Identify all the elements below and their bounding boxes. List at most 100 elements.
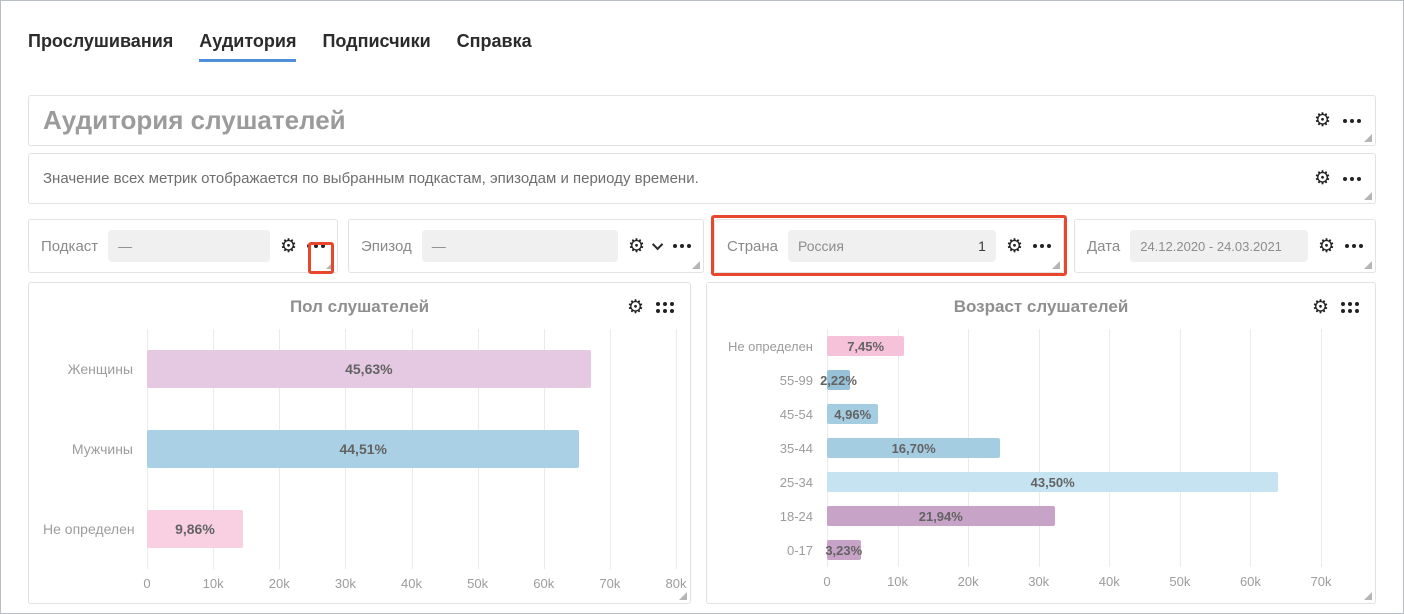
- bar-track: 16,70%: [827, 438, 1321, 458]
- resize-handle-icon[interactable]: [679, 592, 687, 600]
- bar-track: 21,94%: [827, 506, 1321, 526]
- gridline: [609, 329, 611, 569]
- more-menu-icon[interactable]: [673, 240, 691, 252]
- filter-date: Дата 24.12.2020 - 24.03.2021 ⚙: [1074, 219, 1376, 273]
- chart-panel-actions: ⚙: [627, 298, 674, 317]
- bar-value-label: 4,96%: [834, 406, 872, 422]
- chart-bar[interactable]: 16,70%: [827, 438, 1001, 458]
- gridline: [1109, 329, 1111, 567]
- axis-tick-label: 10k: [202, 576, 224, 591]
- resize-handle-icon[interactable]: [1052, 261, 1060, 269]
- drag-handle-icon[interactable]: [1341, 302, 1359, 313]
- axis-tick-label: 30k: [334, 576, 356, 591]
- x-axis: 0 10k 20k 30k 40k 50k 60k 70k 80k: [143, 569, 686, 591]
- gear-icon[interactable]: ⚙: [1313, 110, 1331, 131]
- gear-icon[interactable]: ⚙: [279, 235, 297, 257]
- filter-podcast: Подкаст — ⚙: [28, 219, 338, 274]
- chart-row: 45-54 4,96%: [721, 397, 1361, 431]
- more-menu-icon[interactable]: [1343, 173, 1361, 185]
- age-bar-chart: Не определен 7,45% 55-99 2,22% 45-54 4,96% 35-…: [721, 329, 1361, 589]
- charts-row: Пол слушателей ⚙ Женщины 45,63% Мужчины 44,…: [28, 282, 1376, 604]
- bar-value-label: 45,63%: [345, 361, 393, 377]
- resize-handle-icon[interactable]: [326, 261, 334, 269]
- gear-icon[interactable]: ⚙: [1317, 235, 1335, 257]
- category-label: Женщины: [67, 361, 133, 377]
- axis-tick-label: 80k: [665, 576, 687, 591]
- more-menu-icon[interactable]: [307, 240, 325, 252]
- chart-bar[interactable]: 2,22%: [820, 370, 857, 390]
- axis-tick-label: 50k: [1169, 574, 1191, 589]
- gear-icon[interactable]: ⚙: [1311, 297, 1329, 318]
- description-panel-actions: ⚙: [1314, 169, 1361, 188]
- podcast-select[interactable]: —: [108, 230, 270, 262]
- category-label: Мужчины: [71, 441, 133, 457]
- bar-value-label: 43,50%: [1030, 474, 1075, 490]
- bar-track: 3,23%: [825, 540, 1321, 560]
- chart-row: Не определен 7,45%: [721, 329, 1361, 363]
- axis-tick-label: 20k: [957, 574, 979, 589]
- gear-icon[interactable]: ⚙: [1313, 168, 1331, 189]
- chart-bar[interactable]: 44,51%: [147, 430, 580, 468]
- title-panel-actions: ⚙: [1314, 111, 1361, 130]
- bar-track: 4,96%: [827, 404, 1321, 424]
- gear-icon[interactable]: ⚙: [1005, 235, 1023, 257]
- date-range-input[interactable]: 24.12.2020 - 24.03.2021: [1130, 230, 1308, 262]
- axis-tick-label: 40k: [401, 576, 422, 591]
- chart-bar[interactable]: 7,45%: [827, 336, 905, 356]
- chart-bar[interactable]: 4,96%: [827, 404, 879, 424]
- chart-row: 0-17 3,23%: [721, 533, 1361, 567]
- axis-tick-label: 10k: [887, 574, 909, 589]
- chart-bar[interactable]: 9,86%: [147, 510, 243, 548]
- chart-row: 35-44 16,70%: [721, 431, 1361, 465]
- resize-handle-icon[interactable]: [1364, 192, 1372, 200]
- category-label: 0-17: [786, 542, 813, 558]
- chart-row: Женщины 45,63%: [43, 329, 676, 409]
- axis-tick-label: 40k: [1098, 574, 1120, 589]
- tab-audience[interactable]: Аудитория: [199, 31, 297, 62]
- tab-listens[interactable]: Прослушивания: [28, 31, 174, 51]
- more-menu-icon[interactable]: [1033, 240, 1051, 252]
- chart-rows: Не определен 7,45% 55-99 2,22% 45-54 4,96% 35-…: [721, 329, 1361, 567]
- chart-bar[interactable]: 45,63%: [147, 350, 591, 388]
- chart-bar[interactable]: 3,23%: [825, 540, 862, 560]
- more-menu-icon[interactable]: [1345, 240, 1363, 252]
- page-title: Аудитория слушателей: [43, 105, 346, 135]
- gear-icon[interactable]: ⚙: [627, 235, 645, 257]
- bar-track: 44,51%: [147, 430, 676, 468]
- bar-value-label: 44,51%: [339, 441, 387, 457]
- tab-subscribers[interactable]: Подписчики: [322, 31, 431, 51]
- drag-handle-icon[interactable]: [656, 302, 674, 313]
- gender-chart-panel: Пол слушателей ⚙ Женщины 45,63% Мужчины 44,…: [28, 282, 691, 604]
- episode-select[interactable]: —: [421, 230, 618, 262]
- filter-label: Дата: [1087, 237, 1121, 255]
- category-label: 55-99: [779, 372, 813, 388]
- filter-episode: Эпизод — ⚙: [348, 219, 704, 273]
- category-label: Не определен: [43, 521, 135, 537]
- resize-handle-icon[interactable]: [692, 261, 700, 269]
- chart-row: 55-99 2,22%: [721, 363, 1361, 397]
- chevron-down-icon[interactable]: [651, 238, 664, 251]
- axis-tick-label: 0: [823, 574, 831, 589]
- chart-header: Пол слушателей ⚙: [43, 293, 676, 323]
- tab-help[interactable]: Справка: [456, 31, 532, 51]
- more-menu-icon[interactable]: [1343, 115, 1361, 127]
- chart-bar[interactable]: 21,94%: [827, 506, 1055, 526]
- gear-icon[interactable]: ⚙: [626, 297, 644, 318]
- tab-bar: Прослушивания Аудитория Подписчики Справ…: [1, 1, 1403, 62]
- description-text: Значение всех метрик отображается по выб…: [43, 170, 699, 187]
- category-label: 18-24: [779, 508, 813, 524]
- resize-handle-icon[interactable]: [1364, 134, 1372, 142]
- axis-tick-label: 60k: [533, 576, 555, 591]
- axis-tick-label: 50k: [467, 576, 489, 591]
- gridline: [1179, 329, 1181, 567]
- resize-handle-icon[interactable]: [1364, 592, 1372, 600]
- description-panel: Значение всех метрик отображается по выб…: [28, 153, 1376, 204]
- gridline: [1321, 329, 1322, 567]
- chart-row: Не определен 9,86%: [43, 489, 676, 569]
- category-label: 45-54: [779, 406, 813, 422]
- chart-bar[interactable]: 43,50%: [827, 472, 1279, 492]
- resize-handle-icon[interactable]: [1364, 261, 1372, 269]
- country-select[interactable]: Россия 1: [788, 230, 996, 262]
- chart-row: Мужчины 44,51%: [43, 409, 676, 489]
- filter-label: Страна: [727, 237, 779, 255]
